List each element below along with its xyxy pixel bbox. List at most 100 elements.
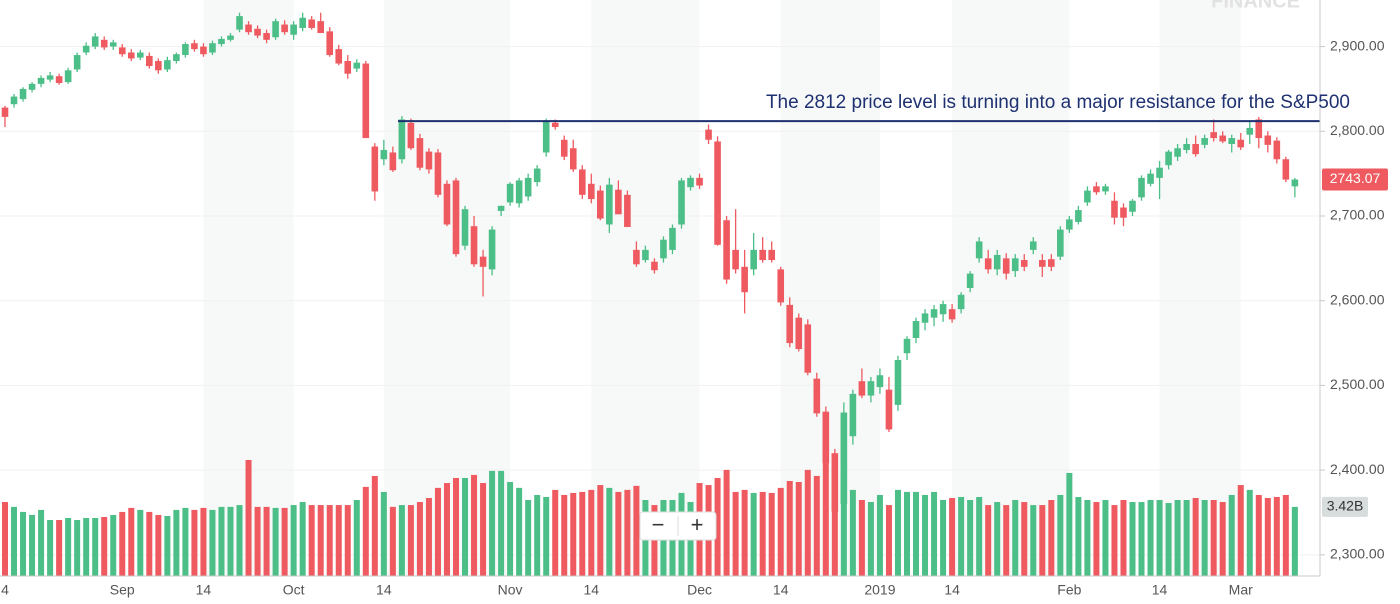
candle-body xyxy=(732,249,739,270)
volume-bar xyxy=(723,469,730,576)
candle-body xyxy=(1273,140,1281,160)
candle-body xyxy=(164,60,171,70)
candle-body xyxy=(46,75,54,80)
candle-body xyxy=(894,360,902,405)
x-tick-label: 14 xyxy=(196,582,212,598)
candle-body xyxy=(1002,258,1010,274)
candle-body xyxy=(1264,135,1272,145)
volume-bar xyxy=(299,502,306,576)
month-band xyxy=(780,0,880,576)
candle-body xyxy=(64,70,72,83)
volume-bar xyxy=(416,502,423,576)
candle-body xyxy=(506,183,514,203)
candle-body xyxy=(1084,190,1091,203)
volume-bar xyxy=(498,470,505,576)
candle-body xyxy=(218,38,225,45)
candle-body xyxy=(606,184,613,225)
candle-body xyxy=(948,309,956,320)
candle-body xyxy=(497,205,505,211)
volume-bar xyxy=(1147,500,1154,576)
volume-bar xyxy=(335,505,342,576)
volume-bar xyxy=(362,486,369,576)
volume-bar xyxy=(1183,500,1190,576)
candle-layer xyxy=(1,12,1299,516)
x-tick-label: Nov xyxy=(498,582,523,598)
candle-body xyxy=(786,304,794,344)
candle-body xyxy=(245,24,252,33)
candle-body xyxy=(434,152,442,195)
volume-bar xyxy=(1039,505,1046,576)
volume-bar xyxy=(1111,505,1118,576)
candle-body xyxy=(660,239,667,259)
volume-bar xyxy=(1228,494,1235,576)
candle-body xyxy=(281,24,288,33)
volume-bar xyxy=(173,509,180,576)
candle-body xyxy=(1255,119,1263,139)
volume-bar xyxy=(380,491,387,576)
candle-body xyxy=(173,54,180,61)
volume-bar xyxy=(1012,500,1019,576)
candle-body xyxy=(696,177,703,186)
volume-bar xyxy=(913,491,920,576)
candle-body xyxy=(1219,135,1226,142)
volume-bar xyxy=(831,467,838,576)
candle-body xyxy=(1192,144,1199,155)
volume-bar xyxy=(958,496,965,576)
volume-bar xyxy=(182,507,189,576)
candle-body xyxy=(1138,177,1145,198)
volume-bar xyxy=(137,509,144,576)
candle-body xyxy=(1156,167,1163,178)
x-tick-label: 14 xyxy=(944,582,960,598)
volume-bar xyxy=(822,462,829,576)
volume-bar xyxy=(786,481,793,576)
candle-body xyxy=(353,62,361,69)
volume-bar xyxy=(471,474,478,576)
candle-body xyxy=(1039,260,1046,267)
volume-bar xyxy=(904,491,910,576)
volume-bar xyxy=(849,489,856,576)
volume-bar xyxy=(1084,500,1091,576)
candle-body xyxy=(470,226,478,265)
volume-bar xyxy=(516,487,523,576)
volume-bar xyxy=(1246,489,1253,576)
candle-body xyxy=(155,60,162,71)
volume-bar xyxy=(858,500,865,576)
candle-body xyxy=(227,35,234,40)
volume-bar xyxy=(615,491,622,576)
y-tick-label: 2,700.00 xyxy=(1330,207,1385,223)
volume-bar xyxy=(155,514,162,576)
candle-body xyxy=(1120,207,1127,218)
candle-body xyxy=(921,313,929,323)
volume-bar xyxy=(245,459,252,576)
candle-body xyxy=(118,47,126,55)
volume-bar xyxy=(236,505,243,576)
volume-bar xyxy=(777,487,784,576)
candle-body xyxy=(91,36,99,47)
candle-body xyxy=(344,60,352,74)
y-tick-label: 2,500.00 xyxy=(1330,376,1385,392)
volume-bar xyxy=(65,517,72,576)
candle-body xyxy=(263,33,270,40)
candle-body xyxy=(236,16,243,30)
zoom-in-button[interactable]: + xyxy=(691,512,704,537)
zoom-out-button[interactable]: − xyxy=(652,512,665,537)
volume-bar xyxy=(47,520,54,576)
volume-bar xyxy=(326,505,333,576)
candle-body xyxy=(461,209,469,246)
volume-bar xyxy=(191,509,198,576)
volume-bar xyxy=(633,485,640,576)
candle-body xyxy=(1183,144,1190,150)
candle-body xyxy=(182,44,189,56)
watermark: FINANCE xyxy=(1211,0,1300,12)
x-tick-label: 4 xyxy=(1,582,9,598)
candle-body xyxy=(885,389,893,430)
last-volume-label: 3.42B xyxy=(1327,498,1364,514)
volume-bar xyxy=(290,505,297,576)
volume-bar xyxy=(1120,500,1127,576)
candle-body xyxy=(768,249,775,261)
x-tick-label: 14 xyxy=(1152,582,1168,598)
volume-bar xyxy=(976,496,983,576)
y-tick-label: 2,800.00 xyxy=(1330,122,1385,138)
candle-body xyxy=(741,266,748,293)
volume-bar xyxy=(308,505,315,576)
